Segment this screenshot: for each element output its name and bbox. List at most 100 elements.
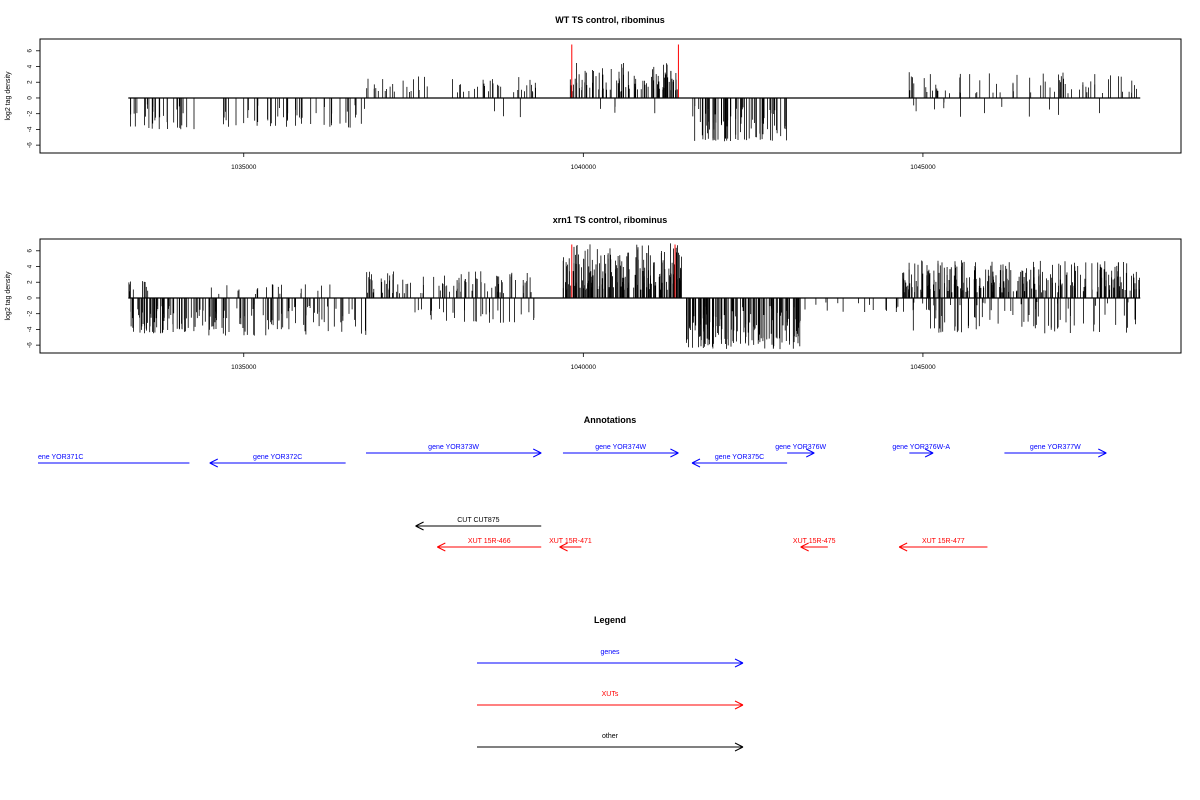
- annotation-feature: gene YOR372C: [209, 454, 346, 468]
- wt-plot-frame: [39, 38, 1182, 154]
- annotations-panel: Annotations ene YOR371C gene YOR372C gene …: [38, 415, 1107, 552]
- annotation-feature: gene YOR377W: [1004, 444, 1107, 458]
- legend-arrow-head: [734, 742, 744, 748]
- annotations-title: Annotations: [584, 415, 637, 425]
- annotation-label: gene YOR374W: [595, 444, 646, 451]
- annotation-arrow-head: [898, 546, 908, 552]
- annotation-label: gene YOR372C: [253, 454, 302, 461]
- annotation-arrow-head: [670, 448, 679, 454]
- annotation-feature: XUT 15R-477: [898, 538, 988, 552]
- annotation-arrow-head: [806, 448, 815, 454]
- xrn1-y-tick-label: -4: [27, 326, 34, 332]
- annotation-feature: gene YOR376W: [775, 444, 826, 458]
- annotation-label: XUT 15R-471: [549, 538, 592, 545]
- legend-arrow-head: [734, 704, 744, 710]
- legend-arrow-head: [734, 658, 744, 664]
- xrn1-y-tick-label: 2: [27, 280, 34, 284]
- legend-arrow-head: [734, 746, 744, 752]
- annotation-arrow-head: [415, 521, 424, 527]
- annotation-arrow-head: [691, 462, 701, 468]
- wt-x-tick-label: 1040000: [571, 164, 597, 171]
- annotation-label: XUT 15R-475: [793, 538, 836, 545]
- xrn1-x-tick-label: 1045000: [910, 364, 936, 371]
- legend-title: Legend: [594, 615, 626, 625]
- xrn1-y-tick-label: 0: [27, 296, 34, 300]
- annotation-feature: gene YOR376W-A: [892, 444, 950, 458]
- legend-label: XUTs: [602, 691, 619, 698]
- annotation-arrow-head: [800, 542, 809, 548]
- annotation-arrow-head: [533, 452, 542, 458]
- annotation-feature: gene YOR375C: [691, 454, 788, 468]
- xrn1-x-tick-label: 1040000: [571, 364, 597, 371]
- annotation-arrow-head: [800, 546, 809, 552]
- xrn1-x-axis: 1035000 1040000 1045000: [231, 353, 936, 371]
- annotation-arrow-head: [670, 452, 679, 458]
- annotation-arrow-head: [559, 546, 568, 552]
- annotation-arrow-head: [415, 525, 424, 531]
- xrn1-y-axis: -6 -4 -2 0 2 4 6: [27, 249, 40, 348]
- wt-y-tick-label: 4: [27, 64, 34, 68]
- annotation-arrow-head: [209, 462, 219, 468]
- xrn1-panel: xrn1 TS control, ribominus log2 tag dens…: [5, 215, 1182, 371]
- annotation-arrow-head: [806, 452, 815, 458]
- annotation-feature: XUT 15R-466: [437, 538, 542, 552]
- xrn1-y-tick-label: -2: [27, 310, 34, 316]
- annotation-arrow-head: [1098, 452, 1107, 458]
- legend-entry: XUTs: [477, 691, 744, 710]
- annotation-feature: XUT 15R-471: [549, 538, 592, 552]
- annotation-arrow-head: [559, 542, 568, 548]
- annotation-label: gene YOR375C: [715, 454, 764, 461]
- annotation-feature: gene YOR373W: [366, 444, 542, 458]
- wt-y-tick-label: 6: [27, 49, 34, 53]
- legend-entries: genes XUTs other: [477, 649, 744, 752]
- xrn1-y-tick-label: 6: [27, 249, 34, 253]
- wt-x-tick-label: 1035000: [231, 164, 257, 171]
- annotation-label: gene YOR376W: [775, 444, 826, 451]
- xrn1-panel-title: xrn1 TS control, ribominus: [553, 215, 668, 225]
- xrn1-y-tick-label: 4: [27, 264, 34, 268]
- wt-x-tick-label: 1045000: [910, 164, 936, 171]
- legend-arrow-head: [734, 662, 744, 668]
- annotation-features: ene YOR371C gene YOR372C gene YOR373W gene …: [38, 444, 1107, 552]
- annotation-label: XUT 15R-477: [922, 538, 965, 545]
- annotation-feature: gene YOR374W: [562, 444, 679, 458]
- xrn1-y-tick-label: -6: [27, 342, 34, 348]
- xrn1-plot-frame: [39, 238, 1182, 354]
- annotation-label: XUT 15R-466: [468, 538, 511, 545]
- legend-arrow-head: [734, 700, 744, 706]
- wt-region-markers: [571, 44, 679, 98]
- annotation-arrow-head: [437, 542, 446, 548]
- annotation-label: CUT CUT875: [457, 517, 499, 524]
- wt-panel-title: WT TS control, ribominus: [555, 15, 665, 25]
- wt-y-axis-label: log2 tag density: [5, 71, 12, 121]
- xrn1-x-tick-label: 1035000: [231, 364, 257, 371]
- wt-y-axis: -6 -4 -2 0 2 4 6: [27, 49, 40, 148]
- annotation-arrow-head: [898, 542, 908, 548]
- wt-signal-bars: [130, 63, 1137, 142]
- annotation-arrow-head: [924, 452, 934, 458]
- annotation-label: gene YOR377W: [1030, 444, 1081, 451]
- xrn1-y-axis-label: log2 tag density: [5, 271, 12, 321]
- annotation-arrow-head: [691, 458, 701, 464]
- annotation-arrow-head: [533, 448, 542, 454]
- legend-entry: other: [477, 733, 744, 752]
- xrn1-signal-bars: [128, 243, 1140, 350]
- wt-y-tick-label: -4: [27, 126, 34, 132]
- xrn1-region-markers: [571, 244, 676, 298]
- legend-entry: genes: [477, 649, 744, 668]
- annotation-label: ene YOR371C: [38, 454, 83, 461]
- annotation-feature: ene YOR371C: [38, 454, 190, 464]
- legend-label: other: [602, 733, 619, 740]
- annotation-label: gene YOR376W-A: [892, 444, 950, 451]
- annotation-arrow-head: [924, 448, 934, 454]
- annotation-arrow-head: [437, 546, 446, 552]
- wt-y-tick-label: -6: [27, 142, 34, 148]
- wt-y-tick-label: -2: [27, 110, 34, 116]
- annotation-arrow-head: [209, 458, 219, 464]
- wt-x-axis: 1035000 1040000 1045000: [231, 153, 936, 171]
- wt-y-tick-label: 0: [27, 96, 34, 100]
- wt-panel: WT TS control, ribominus log2 tag densit…: [5, 15, 1182, 171]
- annotation-feature: CUT CUT875: [415, 517, 542, 531]
- legend-panel: Legend genes XUTs other: [477, 615, 744, 752]
